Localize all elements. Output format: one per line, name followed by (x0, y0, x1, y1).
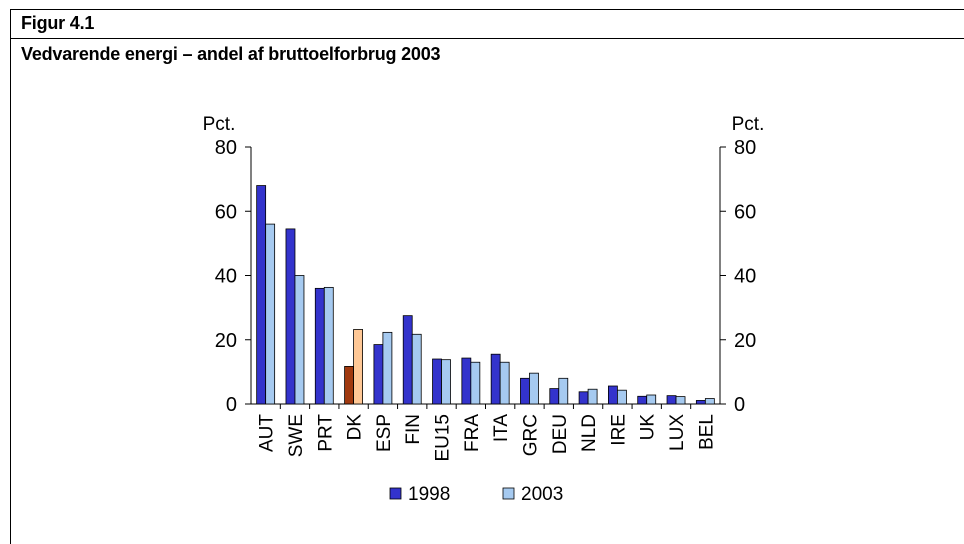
bar-2003-IRE (617, 389, 627, 405)
bar-1998-PRT (314, 287, 325, 405)
bar-2003-DEU (558, 377, 569, 405)
bar-1998-ESP (373, 344, 384, 405)
y-axis-title-left: Pct. (203, 114, 236, 135)
bar-2003-LUX (675, 396, 686, 405)
chart-bars (256, 185, 715, 405)
bar-1998-GRC (520, 377, 530, 405)
y-axis-title-right: Pct. (732, 114, 765, 135)
bar-1998-DEU (549, 388, 560, 405)
bar-2003-SWE (294, 275, 305, 405)
bar-1998-IRE (608, 385, 618, 405)
bar-2003-DK (353, 329, 363, 405)
y-tick-label-left: 0 (226, 394, 237, 416)
x-tick-label-DK: DK (345, 414, 366, 441)
y-tick-label-left: 80 (215, 137, 237, 159)
bar-2003-AUT (265, 223, 276, 405)
bar-2003-ITA (499, 361, 510, 405)
bar-1998-LUX (666, 395, 677, 405)
figure-label: Figur 4.1 (21, 13, 95, 33)
y-tick-label-right: 40 (734, 266, 756, 288)
bar-1998-FRA (461, 357, 472, 405)
bar-2003-FRA (470, 361, 481, 405)
x-tick-label-FIN: FIN (403, 414, 424, 445)
figure-title: Vedvarende energi – andel af bruttoelfor… (21, 44, 441, 64)
x-tick-label-GRC: GRC (520, 414, 541, 456)
bar-1998-DK (344, 366, 354, 405)
y-tick-label-left: 20 (215, 330, 237, 352)
bar-1998-ITA (490, 353, 501, 405)
bar-1998-SWE (285, 228, 296, 405)
x-tick-label-AUT: AUT (257, 414, 278, 452)
y-tick-label-right: 20 (734, 330, 756, 352)
legend-swatch-1998 (389, 487, 402, 500)
bar-1998-UK (637, 395, 648, 405)
bar-2003-GRC (529, 372, 539, 405)
x-tick-label-ITA: ITA (491, 414, 512, 442)
bar-2003-FIN (411, 333, 422, 405)
x-tick-label-LUX: LUX (667, 414, 688, 451)
y-tick-label-left: 60 (215, 201, 237, 223)
x-tick-label-BEL: BEL (696, 414, 717, 450)
x-tick-label-UK: UK (638, 414, 659, 441)
y-tick-label-right: 0 (734, 394, 745, 416)
legend-label-2003: 2003 (521, 484, 563, 505)
legend-swatch-2003 (502, 487, 515, 500)
frame-top-border (10, 9, 964, 10)
bar-1998-BEL (695, 400, 706, 405)
x-tick-label-SWE: SWE (286, 414, 307, 457)
chart-legend: 1998 2003 (389, 484, 563, 505)
bar-2003-BEL (704, 398, 715, 405)
bar-1998-EU15 (432, 358, 442, 405)
frame-title-separator (10, 38, 964, 39)
bar-2003-EU15 (441, 359, 451, 405)
bar-2003-UK (646, 394, 657, 405)
bar-1998-NLD (578, 391, 589, 405)
x-tick-label-EU15: EU15 (433, 414, 454, 462)
bar-1998-AUT (256, 185, 267, 405)
x-tick-label-PRT: PRT (315, 414, 336, 452)
x-tick-label-DEU: DEU (550, 414, 571, 454)
legend-label-1998: 1998 (408, 484, 450, 505)
y-tick-label-right: 80 (734, 137, 756, 159)
y-tick-label-left: 40 (215, 266, 237, 288)
bar-2003-NLD (587, 388, 598, 405)
x-tick-label-IRE: IRE (608, 414, 629, 446)
bar-1998-FIN (402, 315, 413, 405)
x-tick-label-FRA: FRA (462, 414, 483, 452)
frame-left-border (10, 9, 11, 544)
bar-2003-PRT (323, 286, 334, 405)
x-tick-label-ESP: ESP (374, 414, 395, 452)
x-tick-label-NLD: NLD (579, 414, 600, 452)
bar-2003-ESP (382, 331, 393, 405)
y-tick-label-right: 60 (734, 201, 756, 223)
x-axis-labels: AUT SWE PRT DK ESP FIN EU15 FRA ITA GRC DEU NLD IRE U… (257, 414, 718, 462)
